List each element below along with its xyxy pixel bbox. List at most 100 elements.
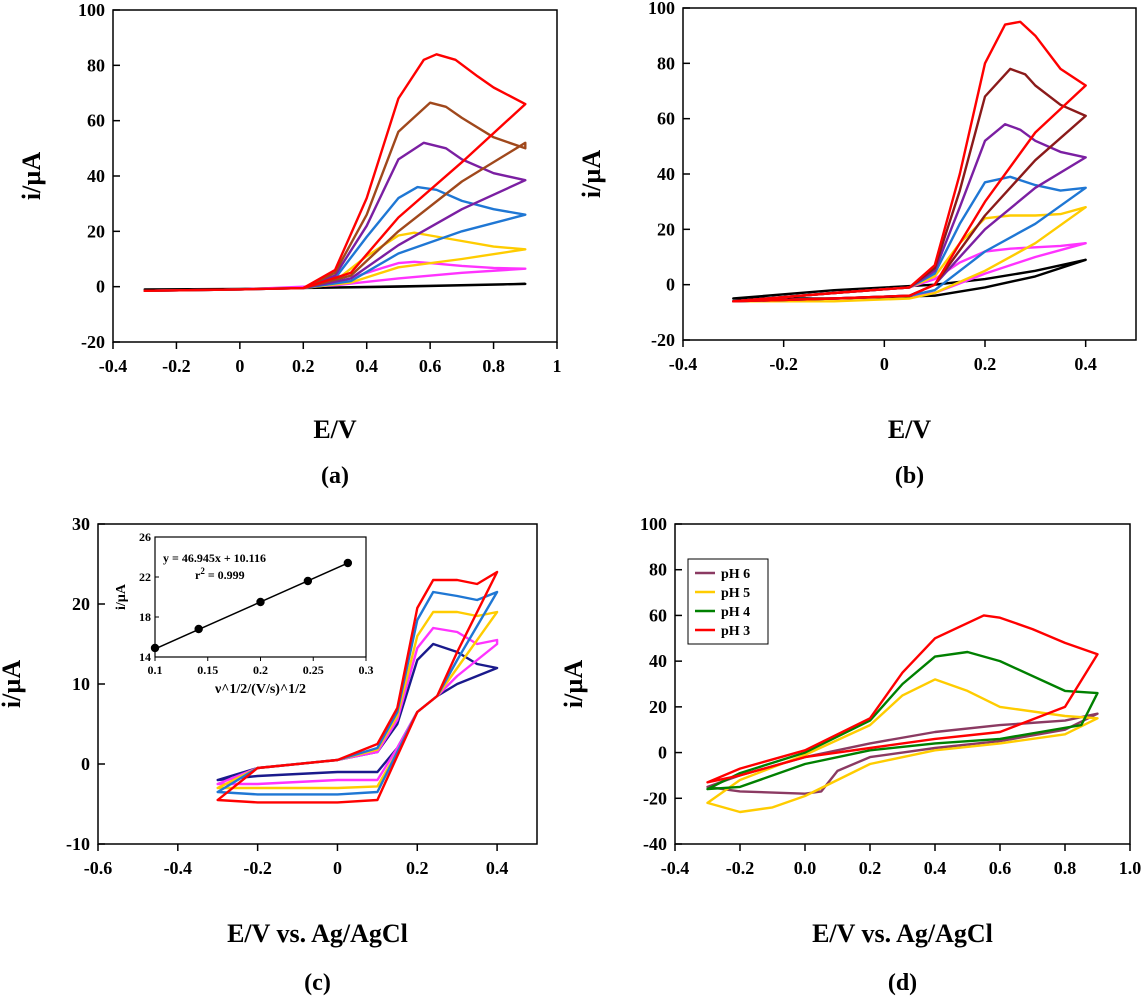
- series-group-c: [216, 570, 499, 804]
- series-line-d-3: [706, 614, 1099, 784]
- y-tick-label: 100: [640, 514, 667, 534]
- y-tick-label: 0: [96, 277, 105, 297]
- inset-point: [303, 576, 313, 586]
- x-tick-label: -0.2: [162, 356, 191, 376]
- y-tick-label: 0: [666, 275, 675, 295]
- series-line-b-3: [732, 175, 1087, 303]
- plot-frame-a: [112, 9, 558, 343]
- y-axis-label: i/µA: [0, 660, 26, 708]
- x-tick-label: 0.4: [486, 858, 509, 878]
- x-tick-label: 0: [235, 356, 244, 376]
- series-line-b-6: [732, 20, 1087, 303]
- inset-frame: [154, 536, 367, 658]
- y-tick-label: 40: [87, 166, 105, 186]
- y-tick-label: 60: [657, 109, 675, 129]
- series-line-c-4: [216, 570, 499, 804]
- x-tick-label: 1.0: [1119, 858, 1142, 878]
- x-tick-label: 0.8: [1054, 858, 1077, 878]
- series-group-d: [706, 614, 1099, 814]
- inset-y-tick-label: 14: [139, 650, 151, 664]
- y-tick-label: 10: [72, 674, 90, 694]
- x-axis-label: E/V vs. Ag/AgCl: [812, 919, 993, 948]
- x-tick-label: 0.2: [406, 858, 429, 878]
- x-tick-label: 0.6: [989, 858, 1012, 878]
- plot-frame-d: [674, 523, 1131, 845]
- panel-label: (c): [304, 970, 331, 996]
- y-axis-label: i/µA: [17, 152, 46, 200]
- panel-label: (d): [888, 970, 917, 996]
- inset-point: [256, 597, 265, 607]
- legend-entry-label: pH 6: [721, 567, 750, 582]
- y-tick-label: 0: [81, 754, 90, 774]
- series-line-a-4: [143, 141, 527, 292]
- y-tick-label: -10: [66, 834, 90, 854]
- legend: pH 6 pH 5 pH 4 pH 3: [687, 558, 769, 645]
- y-tick-label: 60: [649, 605, 667, 625]
- inset-x-axis-label: ν^1/2/(V/s)^1/2: [214, 682, 306, 697]
- x-axis-label: E/V: [313, 415, 357, 444]
- y-tick-label: -20: [651, 330, 675, 350]
- series-line-a-5: [143, 101, 527, 292]
- inset-y-tick-label: 26: [139, 530, 151, 544]
- x-tick-label: 0.8: [482, 356, 505, 376]
- y-tick-label: 20: [657, 219, 675, 239]
- y-tick-label: 0: [658, 743, 667, 763]
- x-tick-label: 0.2: [292, 356, 315, 376]
- y-tick-label: 80: [649, 560, 667, 580]
- series-group-a: [143, 53, 527, 292]
- inset-point: [150, 643, 160, 653]
- panel-label: (b): [895, 463, 924, 489]
- y-axis-label: i/µA: [577, 150, 606, 198]
- x-tick-label: -0.4: [99, 356, 128, 376]
- x-tick-label: 0.0: [794, 858, 817, 878]
- fit-equation: y = 46.945x + 10.116: [163, 551, 266, 565]
- inset-y-tick-label: 22: [139, 570, 151, 584]
- series-line-b-0: [732, 258, 1087, 300]
- y-tick-label: 20: [649, 697, 667, 717]
- x-tick-label: 0.4: [924, 858, 947, 878]
- inset-x-tick-label: 0.3: [359, 663, 374, 677]
- legend-entry-label: pH 3: [721, 624, 750, 639]
- y-tick-label: 80: [657, 53, 675, 73]
- x-tick-label: 0: [880, 354, 889, 374]
- legend-entry-label: pH 4: [721, 605, 750, 620]
- x-tick-label: 0.4: [355, 356, 378, 376]
- y-axis-label: i/µA: [559, 660, 588, 708]
- inset-x-tick-label: 0.1: [148, 663, 163, 677]
- x-tick-label: 1: [553, 356, 562, 376]
- y-tick-label: 60: [87, 111, 105, 131]
- plot-frame-b: [682, 7, 1137, 341]
- inset-x-tick-label: 0.2: [253, 663, 268, 677]
- x-tick-label: -0.4: [661, 858, 690, 878]
- y-tick-label: 30: [72, 514, 90, 534]
- x-tick-label: 0: [333, 858, 342, 878]
- series-line-c-1: [216, 626, 499, 786]
- x-axis-label: E/V vs. Ag/AgCl: [227, 919, 408, 948]
- panel-b: -20 0 20 40 60 80 100 -0.4 -0.2 0 0.2 0.4 i/µA E/V (b): [577, 0, 1137, 489]
- x-tick-label: 0.6: [419, 356, 442, 376]
- r-squared: r2 = 0.999: [195, 566, 245, 582]
- series-line-d-2: [706, 650, 1099, 791]
- y-tick-label: 40: [657, 164, 675, 184]
- series-line-c-2: [216, 610, 499, 790]
- series-line-a-6: [143, 53, 527, 292]
- inset-x-tick-label: 0.15: [197, 663, 218, 677]
- inset-y-axis-label: i/µA: [114, 583, 129, 610]
- r-squared-value: = 0.999: [205, 568, 245, 582]
- x-axis-label: E/V: [888, 415, 932, 444]
- inset-x-tick-label: 0.25: [303, 663, 324, 677]
- series-line-d-1: [706, 678, 1099, 814]
- panel-a: -20 0 20 40 60 80 100 -0.4 -0.2 0 0.2 0.4 0.6 0.8 1 i/µ…: [17, 0, 562, 489]
- inset-plot: 14 18 22 26 0.1 0.15 0.2 0.25 0.3 y = 46.945x + 1…: [114, 530, 374, 697]
- y-tick-label: 20: [72, 594, 90, 614]
- inset-point: [343, 558, 353, 568]
- y-tick-label: -40: [643, 834, 667, 854]
- inset-point: [194, 624, 203, 634]
- x-tick-label: -0.2: [726, 858, 755, 878]
- x-tick-label: -0.6: [84, 858, 113, 878]
- series-line-b-1: [732, 241, 1087, 303]
- series-line-c-3: [216, 590, 499, 796]
- inset-fit-line: [154, 562, 349, 650]
- y-tick-label: -20: [643, 788, 667, 808]
